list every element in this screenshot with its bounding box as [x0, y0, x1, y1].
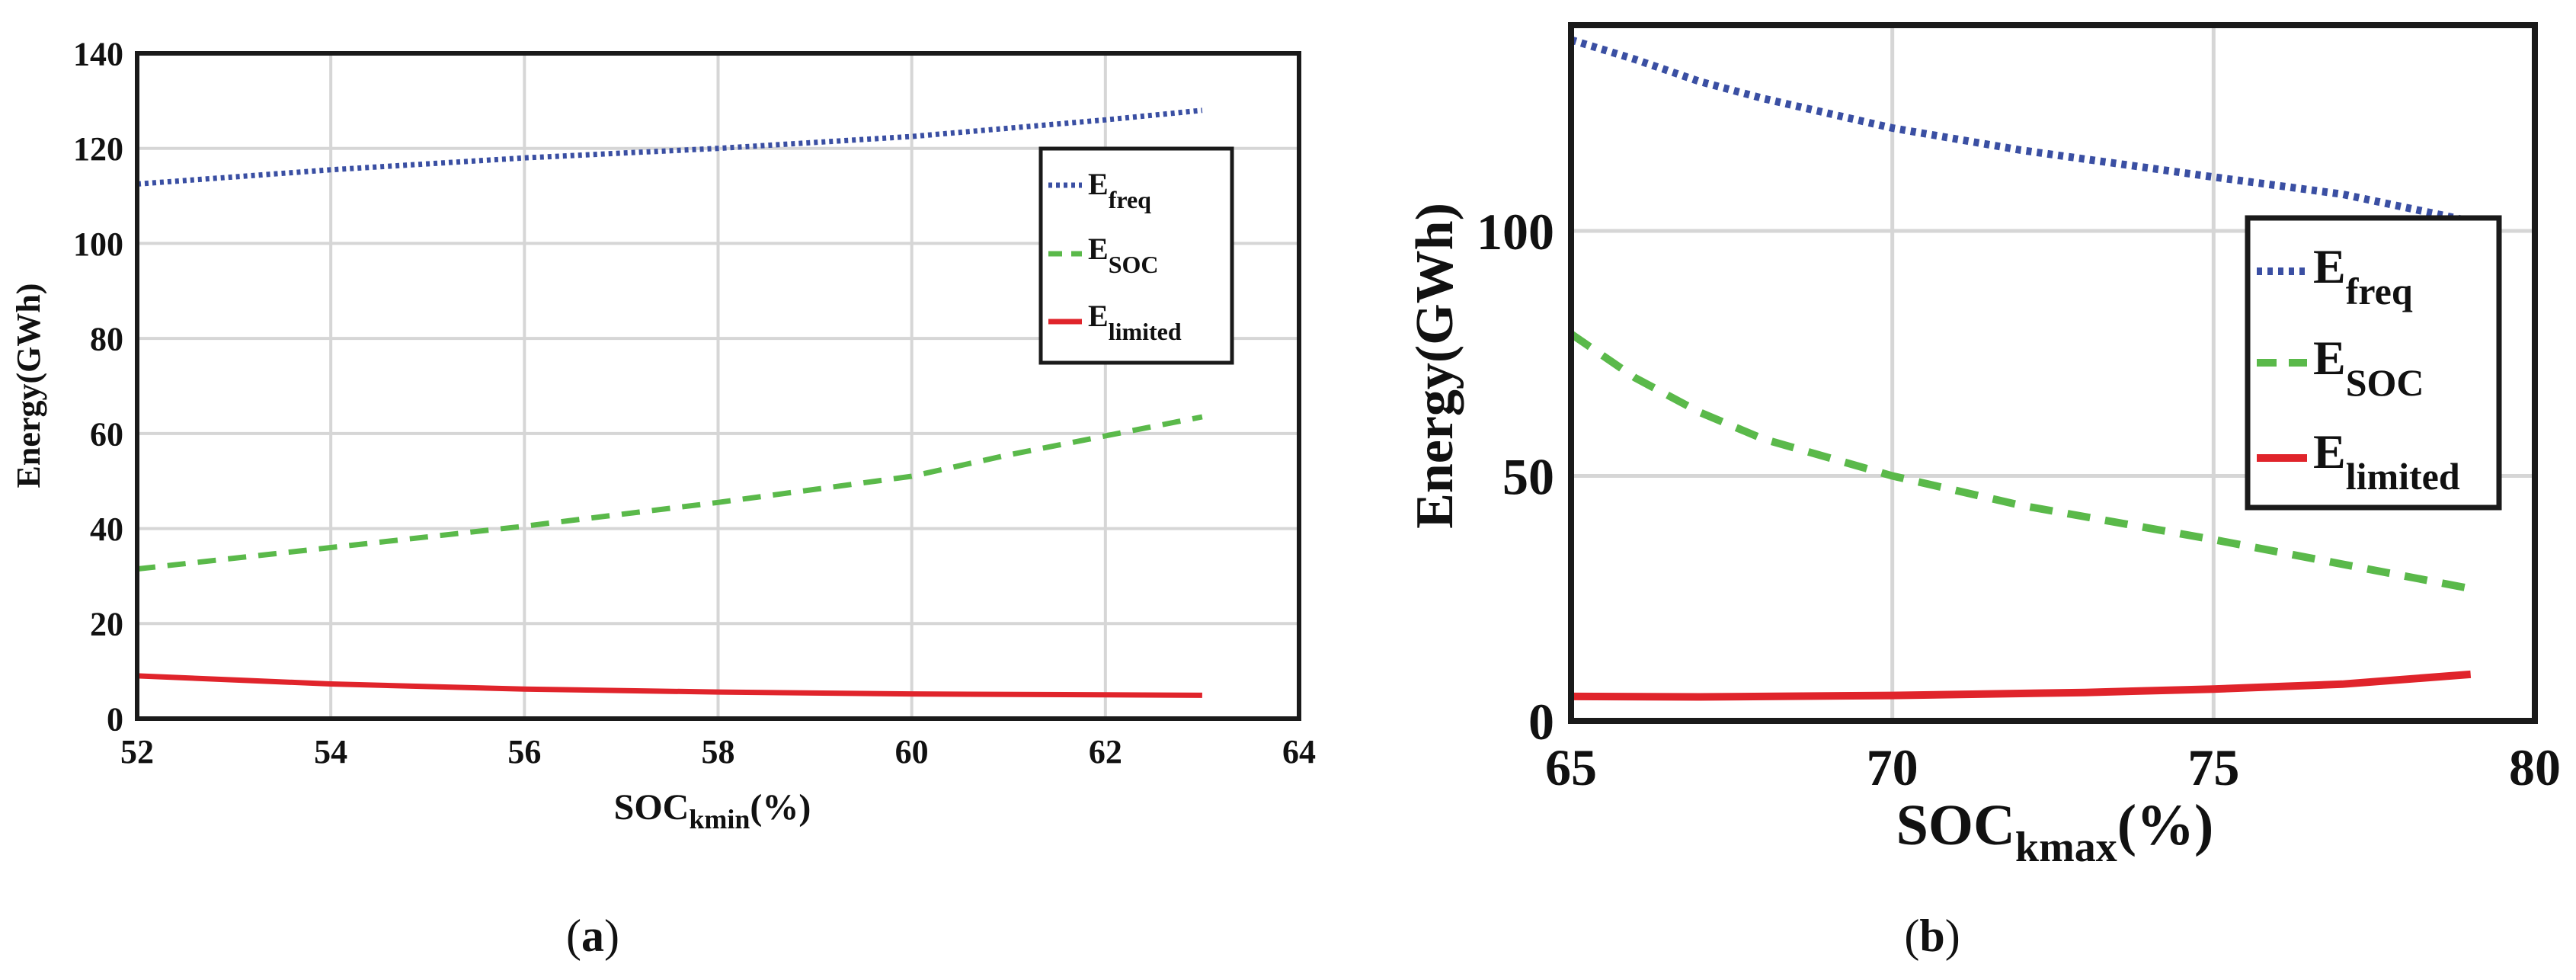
x-tick-label-a: 52 — [120, 733, 154, 770]
legend-label-limited-sub-b: limited — [2346, 455, 2460, 498]
y-tick-label-a: 80 — [90, 321, 123, 358]
legend-item-soc-b: ESOC — [2257, 331, 2424, 404]
y-tick-label-a: 140 — [73, 35, 123, 72]
caption-b-open: ( — [1904, 911, 1919, 961]
series-group-b — [1569, 36, 2472, 701]
legend-label-soc-main-b: E — [2313, 331, 2346, 385]
legend-label-freq-a: Efreq — [1088, 167, 1151, 213]
y-tick-label-a: 60 — [90, 415, 123, 453]
x-tick-label-a: 62 — [1089, 733, 1122, 770]
legend-label-freq-b: Efreq — [2313, 239, 2413, 312]
caption-a-close: ) — [604, 911, 619, 961]
y-tick-label-b: 100 — [1477, 203, 1554, 261]
y-axis-label-a: Energy(GWh) — [10, 283, 47, 488]
series-group-a — [136, 107, 1203, 698]
legend-label-soc-main-a: E — [1088, 232, 1109, 266]
legend-item-limited-b: Elimited — [2257, 424, 2460, 498]
x-tick-label-b: 80 — [2509, 738, 2561, 796]
x-tick-label-a: 56 — [507, 733, 541, 770]
x-ticks-b: 65 70 75 80 — [1545, 738, 2561, 796]
legend-label-limited-main-a: E — [1088, 299, 1109, 333]
y-ticks-a: 0 20 40 60 80 100 120 140 — [73, 35, 123, 738]
y-ticks-b: 0 50 100 — [1477, 203, 1554, 751]
y-tick-label-b: 50 — [1502, 447, 1554, 505]
x-tick-label-b: 75 — [2187, 738, 2239, 796]
legend-a: Efreq ESOC Elimited — [1038, 146, 1234, 365]
x-axis-label-a: SOCkmin(%) — [614, 787, 811, 834]
legend-item-soc-a: ESOC — [1048, 232, 1158, 278]
legend-label-limited-main-b: E — [2313, 424, 2346, 479]
x-tick-label-b: 70 — [1867, 738, 1918, 796]
y-axis-label-b: Energy(GWh) — [1406, 203, 1464, 529]
caption-b-close: ) — [1945, 911, 1960, 961]
caption-b: (b) — [1904, 911, 1960, 961]
legend-item-freq-a: Efreq — [1048, 167, 1151, 213]
caption-a-letter: a — [581, 911, 604, 961]
legend-label-freq-main-b: E — [2313, 239, 2346, 293]
caption-a: (a) — [566, 911, 619, 961]
series-line-limited-a — [136, 673, 1202, 698]
y-tick-label-a: 120 — [73, 130, 123, 168]
y-tick-label-b: 0 — [1528, 693, 1554, 751]
x-tick-label-a: 64 — [1282, 733, 1316, 770]
series-line-limited-b — [1570, 670, 2472, 701]
series-line-soc-a — [136, 414, 1203, 572]
legend-label-limited-sub-a: limited — [1109, 318, 1182, 345]
caption-b-letter: b — [1919, 911, 1944, 961]
series-line-freq-b — [1570, 36, 2472, 226]
series-line-soc-b — [1569, 330, 2472, 593]
x-axis-label-tail-a: (%) — [750, 787, 811, 828]
legend-item-freq-b: Efreq — [2257, 239, 2413, 312]
legend-label-limited-b: Elimited — [2313, 424, 2460, 498]
plot-frame-b — [1568, 22, 2538, 724]
caption-a-open: ( — [566, 911, 581, 961]
plot-frame-a — [135, 51, 1301, 721]
legend-b: Efreq ESOC Elimited — [2245, 215, 2502, 511]
x-axis-label-main-a: SOC — [614, 787, 690, 828]
legend-label-soc-sub-b: SOC — [2346, 361, 2424, 404]
x-tick-label-a: 60 — [895, 733, 929, 770]
x-axis-label-sub-a: kmin — [689, 804, 750, 834]
legend-label-soc-sub-a: SOC — [1109, 251, 1159, 278]
legend-label-soc-a: ESOC — [1088, 232, 1158, 278]
legend-label-limited-a: Elimited — [1088, 299, 1182, 345]
y-tick-label-a: 20 — [90, 606, 123, 643]
x-tick-label-b: 65 — [1545, 738, 1597, 796]
y-tick-label-a: 100 — [73, 226, 123, 263]
series-line-freq-a — [136, 107, 1203, 187]
x-tick-label-a: 54 — [314, 733, 347, 770]
legend-label-freq-sub-b: freq — [2346, 270, 2413, 312]
x-axis-label-sub-b: kmax — [2015, 824, 2117, 871]
y-tick-label-a: 0 — [107, 700, 123, 738]
x-axis-label-b: SOCkmax(%) — [1896, 793, 2214, 871]
x-ticks-a: 52 54 56 58 60 62 64 — [120, 733, 1316, 770]
legend-label-soc-b: ESOC — [2313, 331, 2424, 404]
y-tick-label-a: 40 — [90, 511, 123, 548]
chart-a: 52 54 56 58 60 62 64 0 20 40 60 80 100 120 140 Energy… — [10, 35, 1316, 961]
x-axis-label-tail-b: (%) — [2117, 793, 2214, 857]
x-axis-label-main-b: SOC — [1896, 793, 2015, 857]
x-tick-label-a: 58 — [702, 733, 735, 770]
legend-label-freq-sub-a: freq — [1109, 186, 1151, 213]
legend-item-limited-a: Elimited — [1048, 299, 1182, 345]
legend-label-freq-main-a: E — [1088, 167, 1109, 201]
